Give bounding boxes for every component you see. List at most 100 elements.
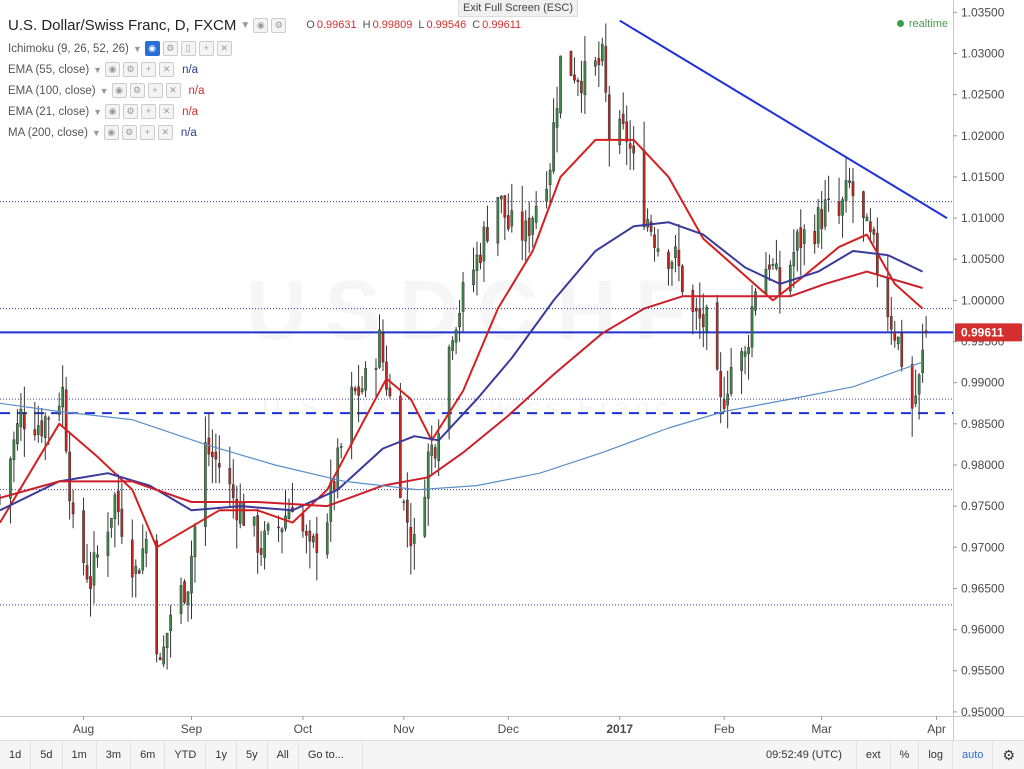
candle-body[interactable] [851,181,855,197]
candle-body[interactable] [816,207,820,244]
candle-body[interactable] [862,191,865,218]
chevron-down-icon[interactable]: ▼ [91,127,101,138]
candle-body[interactable] [524,220,528,242]
candle-body[interactable] [813,230,817,245]
scale-button-ext[interactable]: ext [855,741,890,769]
ema55-line[interactable] [0,221,924,512]
range-button-ytd[interactable]: YTD [165,741,207,769]
candle-body[interactable] [308,530,312,542]
candle-body[interactable] [667,251,670,269]
candle-body[interactable] [896,336,900,345]
candle-body[interactable] [402,501,406,503]
candle-body[interactable] [381,333,385,363]
candle-body[interactable] [284,515,287,529]
chevron-down-icon[interactable]: ▼ [93,106,103,117]
add-icon[interactable]: + [141,104,157,119]
ema21-line[interactable] [0,138,924,549]
study-name[interactable]: EMA (21, close) [8,105,90,118]
candle-body[interactable] [910,363,914,409]
candle-body[interactable] [186,591,190,605]
candle-body[interactable] [353,387,357,392]
candle-body[interactable] [559,55,562,114]
candle-body[interactable] [144,539,148,554]
add-icon[interactable]: + [147,83,163,98]
candle-body[interactable] [823,199,827,227]
candle-body[interactable] [594,60,597,67]
candle-body[interactable] [85,565,89,580]
candle-body[interactable] [451,340,454,351]
gear-icon[interactable]: ⚙ [992,741,1024,769]
price-axis-area[interactable] [953,0,1024,740]
candle-body[interactable] [252,516,256,526]
candle-body[interactable] [312,535,315,543]
candle-body[interactable] [204,442,207,527]
add-icon[interactable]: + [139,125,155,140]
study-legend-row[interactable]: Ichimoku (9, 26, 52, 26) ▼ ◉ ⚙ ▯ + ✕ [8,38,521,59]
chevron-down-icon[interactable]: ▼ [93,64,103,75]
candle-body[interactable] [423,496,427,537]
candle-body[interactable] [914,395,917,404]
candle-body[interactable] [545,188,548,202]
candle-body[interactable] [16,423,19,445]
candle-body[interactable] [71,502,75,515]
candle-body[interactable] [33,429,37,436]
close-icon[interactable]: ✕ [157,125,173,140]
candle-body[interactable] [583,61,587,96]
candle-body[interactable] [618,118,622,146]
candle-body[interactable] [531,218,535,235]
candle-body[interactable] [506,215,510,230]
candle-body[interactable] [520,211,524,241]
candle-body[interactable] [214,451,218,460]
candle-body[interactable] [454,329,458,343]
candle-body[interactable] [764,268,768,295]
candle-body[interactable] [193,526,197,558]
candle-body[interactable] [360,388,364,393]
candle-body[interactable] [600,44,604,62]
candle-body[interactable] [844,180,848,201]
candle-body[interactable] [12,439,16,460]
candle-body[interactable] [889,316,893,330]
candle-body[interactable] [461,282,465,312]
candle-body[interactable] [569,50,573,76]
candle-body[interactable] [339,446,343,448]
candle-body[interactable] [740,351,743,371]
study-name[interactable]: EMA (55, close) [8,63,90,76]
candle-body[interactable] [900,332,904,367]
eye-icon[interactable]: ◉ [144,41,160,56]
candle-body[interactable] [479,254,482,264]
candle-body[interactable] [649,221,653,232]
study-legend-row[interactable]: EMA (55, close) ▼ ◉ ⚙ + ✕ n/a [8,59,521,80]
symbol-title[interactable]: U.S. Dollar/Swiss Franc, D, FXCM [8,16,237,34]
candle-body[interactable] [795,231,799,251]
candle-body[interactable] [771,264,775,266]
candle-body[interactable] [698,308,702,319]
candle-body[interactable] [162,646,165,665]
candle-body[interactable] [183,581,186,603]
candle-body[interactable] [775,263,778,269]
candle-body[interactable] [301,513,305,532]
candle-body[interactable] [433,447,437,459]
price-chart[interactable]: 1.03500 1.03000 1.02500 1.02000 1.01500 1.010… [0,0,1024,740]
settings-icon[interactable]: ⚙ [129,83,145,98]
candle-body[interactable] [256,515,259,553]
exit-fullscreen-button[interactable]: Exit Full Screen (ESC) [458,0,579,17]
candle-body[interactable] [482,226,486,262]
candle-body[interactable] [399,395,402,499]
candle-body[interactable] [865,216,869,222]
candle-body[interactable] [388,387,392,397]
candle-body[interactable] [385,361,388,390]
candle-body[interactable] [47,417,51,420]
candle-body[interactable] [426,451,430,499]
candle-body[interactable] [607,94,611,141]
range-button-1y[interactable]: 1y [206,741,237,769]
candle-body[interactable] [263,530,266,558]
candle-body[interactable] [527,217,531,237]
eye-icon[interactable]: ◉ [105,62,121,77]
candle-body[interactable] [555,107,559,128]
eye-icon[interactable]: ◉ [103,125,119,140]
candle-body[interactable] [130,539,134,578]
add-icon[interactable]: + [198,41,214,56]
candle-body[interactable] [719,371,723,398]
eye-icon[interactable]: ◉ [105,104,121,119]
candle-body[interactable] [409,527,413,547]
